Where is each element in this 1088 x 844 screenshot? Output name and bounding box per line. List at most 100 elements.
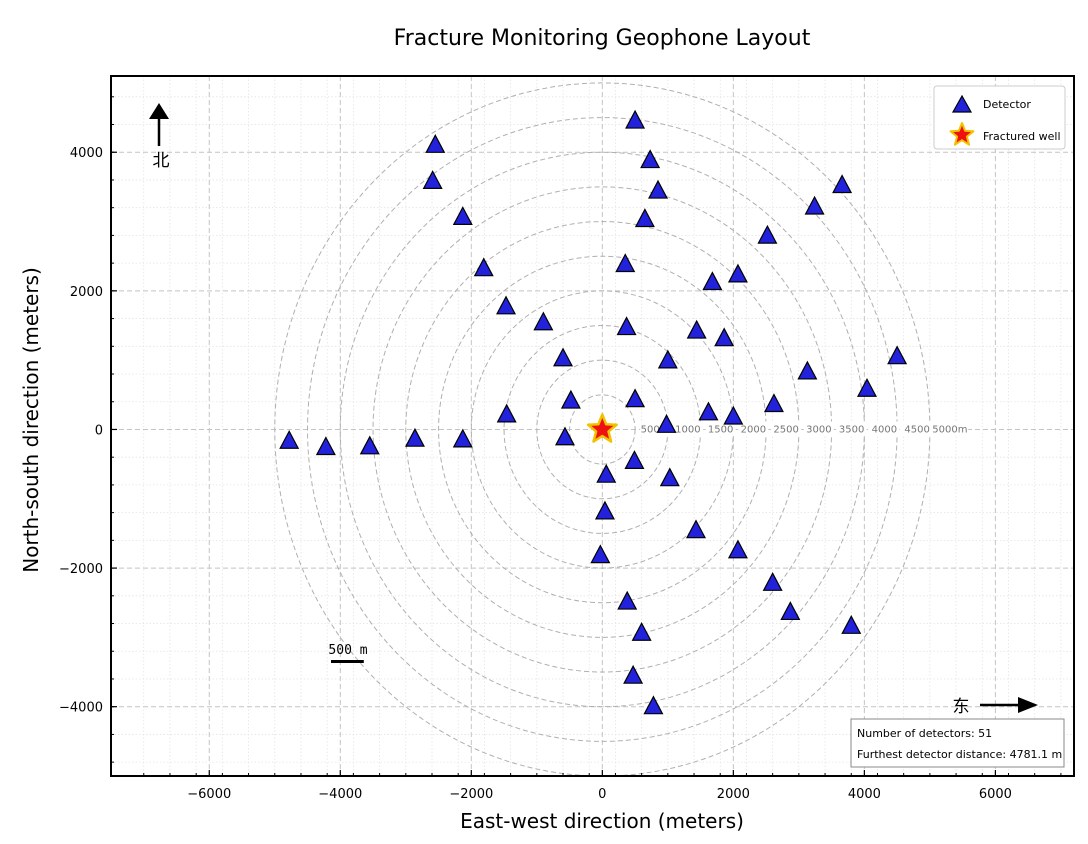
detector-marker — [596, 463, 617, 483]
detector-marker — [757, 224, 778, 244]
ring-label: 3500 — [839, 424, 864, 435]
ring-label: 4000 — [872, 424, 897, 435]
north-label: 北 — [153, 151, 170, 171]
ring-label: 5000m — [932, 424, 967, 435]
x-tick-label: −2000 — [449, 787, 493, 802]
detector-marker — [702, 271, 723, 291]
detector-marker — [496, 403, 517, 423]
star-icon — [949, 122, 975, 146]
y-tick-label: −2000 — [59, 562, 103, 577]
legend-well-label: Fractured well — [983, 130, 1061, 143]
detector-marker — [780, 601, 801, 621]
stats-box-frame — [850, 718, 1065, 768]
detector-marker — [841, 615, 862, 634]
plot-border — [110, 75, 1075, 777]
detector-marker — [727, 263, 748, 283]
scale-bar-label: 500 m — [328, 643, 367, 658]
detector-marker — [554, 426, 575, 446]
detector-marker — [887, 345, 908, 365]
detector-marker — [643, 695, 664, 715]
detector-marker — [856, 377, 877, 397]
detector-marker — [623, 664, 644, 684]
y-tick-label: −4000 — [59, 701, 103, 716]
x-tick-label: 4000 — [848, 787, 881, 802]
ring-label: 3000 — [806, 424, 831, 435]
east-arrow: 东 — [953, 697, 1038, 717]
fractured-well-marker — [586, 413, 618, 443]
detector-marker — [723, 405, 744, 425]
ring-label: 4500 — [904, 424, 929, 435]
detector-marker — [452, 428, 473, 448]
x-tick-label: 2000 — [717, 787, 750, 802]
detector-marker — [553, 347, 574, 367]
legend-well-icon — [949, 122, 975, 146]
stats-count: Number of detectors: 51 — [857, 727, 992, 740]
detector-marker — [452, 206, 473, 225]
x-tick-label: −6000 — [187, 787, 231, 802]
plot-frame — [110, 75, 1075, 777]
stats-distance: Furthest detector distance: 4781.1 m — [857, 748, 1062, 761]
detector-marker — [473, 257, 494, 277]
legend: Detector Fractured well — [933, 85, 1066, 150]
x-tick-label: 6000 — [979, 787, 1012, 802]
detector-marker — [640, 149, 661, 169]
detector-marker — [315, 436, 336, 456]
star-icon — [586, 413, 618, 443]
detector-marker — [631, 621, 652, 641]
detector-marker — [659, 467, 680, 487]
stats-box: Number of detectors: 51 Furthest detecto… — [850, 718, 1065, 768]
detector-marker — [533, 311, 554, 331]
ring-label: 1000 — [675, 424, 700, 435]
detector-marker — [590, 544, 611, 564]
ring-label-bg — [738, 421, 769, 436]
detector-markers — [279, 109, 908, 715]
scale-bar: 500 m — [328, 643, 368, 663]
distance-ring — [569, 394, 636, 465]
detector-marker — [624, 450, 645, 469]
ring-label: 2000 — [741, 424, 766, 435]
ring-label-bg — [836, 421, 867, 436]
detector-marker — [763, 393, 784, 413]
ring-label-bg — [705, 421, 736, 436]
detector-marker — [832, 174, 853, 194]
detector-marker — [804, 195, 825, 215]
y-tick-label: 0 — [95, 423, 103, 438]
detector-marker — [686, 519, 707, 539]
ring-label-bg — [803, 421, 834, 436]
ring-labels: 500m 1000 1500 2000 2500 3000 3500 4000 4500 5000… — [640, 421, 969, 436]
detector-marker — [657, 349, 678, 369]
detector-marker — [625, 388, 646, 408]
y-axis-ticks: −4000 −2000 0 2000 4000 — [59, 96, 117, 763]
ring-label-bg — [672, 421, 703, 436]
detector-marker — [797, 360, 818, 380]
north-arrow-icon — [149, 103, 169, 119]
east-arrow-icon — [1018, 697, 1038, 713]
legend-detector-icon — [951, 94, 973, 113]
north-arrow: 北 — [149, 103, 170, 171]
detector-marker — [698, 401, 719, 421]
detector-marker — [359, 435, 380, 455]
detector-marker — [279, 429, 300, 449]
x-tick-label: −4000 — [318, 787, 362, 802]
detector-marker — [615, 253, 636, 273]
scale-bar-line — [331, 660, 364, 663]
detector-marker — [648, 179, 669, 199]
x-axis-label: East-west direction (meters) — [460, 809, 744, 833]
detector-marker — [686, 319, 707, 339]
ring-label-bg — [902, 421, 933, 436]
detector-marker — [714, 327, 735, 347]
detector-marker — [560, 389, 581, 409]
ring-label: 500m — [641, 424, 670, 435]
detector-marker — [617, 590, 638, 610]
detector-marker — [625, 109, 646, 129]
x-tick-label: 0 — [598, 787, 606, 802]
y-tick-label: 4000 — [70, 146, 103, 161]
detector-marker — [634, 208, 655, 228]
ring-label-bg — [931, 421, 969, 436]
east-label: 东 — [953, 697, 970, 717]
detector-marker — [404, 427, 425, 447]
detector-marker — [656, 414, 677, 433]
chart-title: Fracture Monitoring Geophone Layout — [394, 26, 811, 51]
detector-marker — [425, 134, 446, 153]
ring-label-bg — [869, 421, 900, 436]
